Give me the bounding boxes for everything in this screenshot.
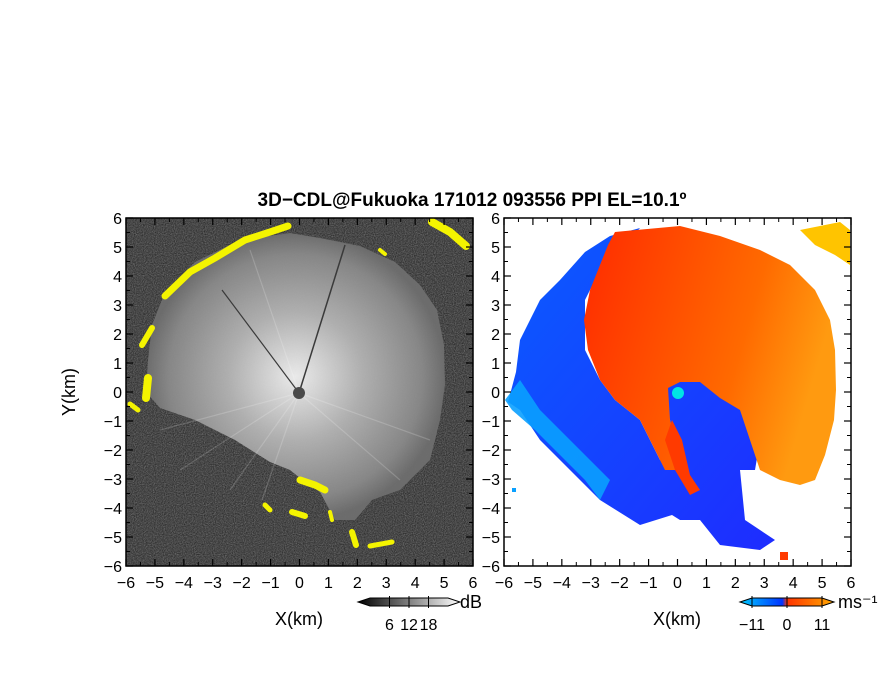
velocity-speck [512,488,516,492]
left-x-tick-label: 2 [353,575,362,592]
right-x-tick-label: 4 [789,575,798,592]
left-y-tick-label: 4 [113,269,122,286]
backscatter-streaks [159,249,431,501]
left-y-tick-label: −3 [104,472,122,489]
backscatter-strong-echo [127,218,470,549]
right-y-tick-label: 5 [491,240,500,257]
right-x-tick-label: −5 [524,575,542,592]
backscatter-colorbar-unit: dB [460,592,482,612]
left-x-tick-label: −1 [261,575,279,592]
left-y-tick-label: −4 [104,501,122,518]
left-x-tick-label: −6 [117,575,135,592]
right-y-tick-label: −5 [482,530,500,547]
velocity-panel [504,218,851,566]
left-x-tick-label: 5 [440,575,449,592]
left-x-tick-label: −4 [175,575,193,592]
right-y-tick-label: 1 [491,356,500,373]
velocity-center [672,387,684,399]
backscatter-colorbar-tick-label: 18 [420,617,438,634]
axes-layer: −6 −5 −4 −3 −2 −1 0 1 2 3 4 5 66543210−1−2−3−4−5−6−6… [104,211,856,634]
left-x-tick-label: 3 [382,575,391,592]
backscatter-center [293,387,305,399]
right-y-tick-label: 4 [491,269,500,286]
right-y-tick-label: 3 [491,298,500,315]
right-x-tick-label: −6 [495,575,513,592]
left-y-tick-label: −5 [104,530,122,547]
left-x-tick-label: −2 [233,575,251,592]
velocity-colorbar-tick-label: 11 [814,617,831,634]
right-y-tick-label: −4 [482,501,500,518]
right-y-tick-label: −6 [482,559,500,576]
right-y-tick-label: 0 [491,385,500,402]
right-y-tick-label: −1 [482,414,500,431]
right-y-tick-label: −2 [482,443,500,460]
chart-title: 3D−CDL@Fukuoka 171012 093556 PPI EL=10.1… [258,190,687,211]
left-x-tick-label: 4 [411,575,420,592]
right-y-tick-label: −3 [482,472,500,489]
right-x-tick-label: 6 [847,575,856,592]
left-y-axis-label: Y(km) [59,368,79,416]
right-x-tick-label: −3 [582,575,600,592]
left-y-tick-label: 1 [113,356,122,373]
left-y-tick-label: 0 [113,385,122,402]
right-x-tick-label: 2 [731,575,740,592]
right-x-axis-label: X(km) [653,609,701,629]
velocity-speck [780,552,788,560]
left-x-tick-label: −3 [204,575,222,592]
right-x-tick-label: 0 [673,575,682,592]
velocity-colorbar-unit: ms⁻¹ [838,592,878,612]
left-x-tick-label: 0 [295,575,304,592]
velocity-away-plume [665,420,700,495]
left-y-tick-label: −1 [104,414,122,431]
left-y-tick-label: 3 [113,298,122,315]
right-y-tick-label: 2 [491,327,500,344]
backscatter-panel [126,218,473,566]
backscatter-echo-area [146,233,445,520]
backscatter-beam-dark [298,244,346,394]
velocity-toward-far [505,380,610,500]
right-x-tick-label: 1 [702,575,711,592]
right-y-tick-label: 6 [491,211,500,228]
backscatter-beam-dark [221,289,300,394]
right-x-tick-label: −1 [639,575,657,592]
left-y-tick-label: 5 [113,240,122,257]
left-y-tick-label: 2 [113,327,122,344]
backscatter-colorbar-tick-label: 6 [385,617,394,634]
left-x-axis-label: X(km) [275,609,323,629]
left-x-tick-label: 6 [469,575,478,592]
right-x-tick-label: −2 [611,575,629,592]
backscatter-colorbar-tick-label: 12 [400,617,418,634]
left-x-tick-label: 1 [324,575,333,592]
velocity-colorbar-tick-label: 0 [783,617,792,634]
left-y-tick-label: 6 [113,211,122,228]
right-x-tick-label: 5 [818,575,827,592]
right-x-tick-label: 3 [760,575,769,592]
left-y-tick-label: −6 [104,559,122,576]
velocity-away-region [584,226,836,485]
left-y-tick-label: −2 [104,443,122,460]
right-x-tick-label: −4 [553,575,571,592]
left-x-tick-label: −5 [146,575,164,592]
velocity-colorbar-tick-label: −11 [739,617,765,634]
velocity-away-far [800,222,850,265]
